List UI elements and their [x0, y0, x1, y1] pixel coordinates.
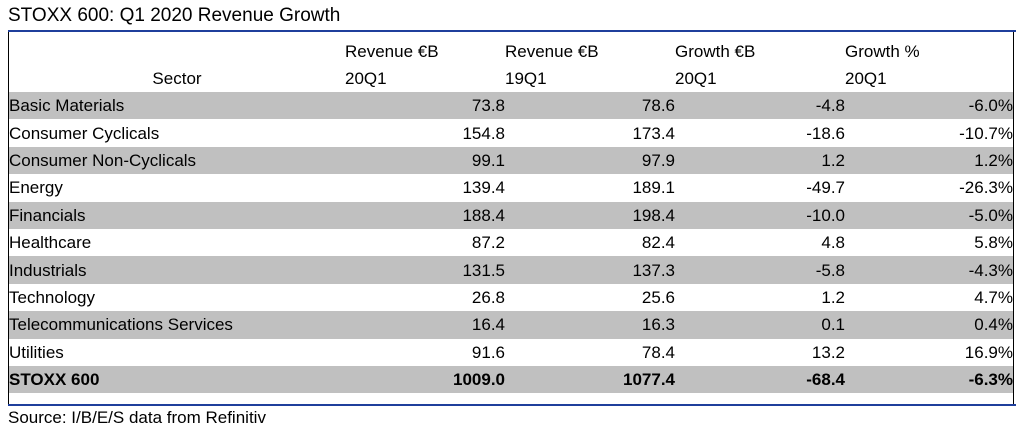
header-sector-line1	[9, 38, 345, 65]
header-growth-eur-period: 20Q1	[675, 69, 717, 88]
cell-revenue-20q1: 16.4	[345, 311, 505, 339]
cell-revenue-20q1: 139.4	[462, 178, 505, 198]
cell-growth-eur: -68.4	[675, 365, 845, 394]
cell-revenue-20q1: 1009.0	[345, 365, 505, 394]
cell-revenue-19q1: 198.4	[505, 201, 675, 229]
cell-growth-eur: 1.2	[675, 146, 845, 175]
table-row: Industrials 131.5 137.3 -5.8 -4.3%	[9, 256, 1013, 284]
cell-sector: Consumer Non-Cyclicals	[9, 146, 345, 175]
cell-revenue-20q1: 99.1	[345, 146, 505, 175]
cell-growth-pct: 1.2%	[845, 146, 1013, 175]
header-revenue-20q1-period: 20Q1	[345, 69, 387, 88]
table-row: Technology 26.8 25.6 1.2 4.7%	[9, 284, 1013, 311]
cell-growth-pct: -6.0%	[845, 92, 1013, 120]
header-growth-eur-line1: Growth €B	[675, 42, 756, 61]
cell-growth-pct: 5.8%	[974, 233, 1013, 253]
header-revenue-19q1-line1: Revenue €B	[505, 42, 599, 61]
cell-growth-pct: -26.3%	[959, 178, 1013, 198]
cell-sector: Utilities	[9, 342, 64, 362]
table-row: Consumer Cyclicals 154.8 173.4 -18.6 -10.7%	[9, 119, 1013, 146]
header-revenue-19q1-period: 19Q1	[505, 69, 547, 88]
cell-sector: Consumer Cyclicals	[9, 123, 160, 143]
cell-sector: Technology	[9, 287, 96, 307]
cell-revenue-20q1: 131.5	[345, 256, 505, 284]
total-row: STOXX 600 1009.0 1077.4 -68.4 -6.3%	[9, 365, 1013, 394]
cell-growth-eur: 4.8	[821, 233, 845, 253]
cell-revenue-19q1: 16.3	[505, 311, 675, 339]
header-growth-pct-line1: Growth %	[845, 42, 920, 61]
cell-revenue-19q1: 173.4	[632, 123, 675, 143]
cell-growth-pct: -6.3%	[845, 365, 1013, 394]
top-rule	[8, 30, 1016, 32]
table-row: Telecommunications Services 16.4 16.3 0.1 0.…	[9, 311, 1013, 339]
cell-growth-pct: 4.7%	[974, 287, 1013, 307]
cell-revenue-20q1: 26.8	[471, 287, 505, 307]
cell-growth-pct: 16.9%	[964, 342, 1013, 362]
table-row: Utilities 91.6 78.4 13.2 16.9%	[9, 339, 1013, 366]
cell-growth-pct: -10.7%	[959, 123, 1013, 143]
cell-growth-eur: 0.1	[675, 311, 845, 339]
cell-growth-eur: -4.8	[675, 92, 845, 120]
cell-growth-eur: -5.8	[675, 256, 845, 284]
cell-sector: Telecommunications Services	[9, 311, 345, 339]
cell-growth-eur: 13.2	[811, 342, 845, 362]
bottom-rule	[8, 404, 1016, 406]
table-row: Financials 188.4 198.4 -10.0 -5.0%	[9, 201, 1013, 229]
header-sector: Sector	[152, 69, 202, 88]
header-revenue-20q1-line1: Revenue €B	[345, 42, 439, 61]
cell-sector: Financials	[9, 201, 345, 229]
cell-growth-eur: -10.0	[675, 201, 845, 229]
table-row: Consumer Non-Cyclicals 99.1 97.9 1.2 1.2%	[9, 146, 1013, 175]
cell-revenue-19q1: 189.1	[632, 178, 675, 198]
cell-revenue-19q1: 82.4	[641, 233, 675, 253]
cell-growth-eur: -49.7	[806, 178, 845, 198]
cell-revenue-19q1: 78.6	[505, 92, 675, 120]
cell-revenue-20q1: 87.2	[471, 233, 505, 253]
cell-sector: Industrials	[9, 256, 345, 284]
cell-revenue-20q1: 73.8	[345, 92, 505, 120]
revenue-table: Revenue €B Revenue €B Growth €B Growth %…	[9, 38, 1013, 394]
cell-revenue-19q1: 97.9	[505, 146, 675, 175]
table-frame	[8, 32, 1014, 404]
header-growth-pct-period: 20Q1	[845, 69, 887, 88]
source-note: Source: I/B/E/S data from Refinitiv	[8, 408, 266, 427]
cell-growth-pct: -5.0%	[845, 201, 1013, 229]
table-title: STOXX 600: Q1 2020 Revenue Growth	[8, 5, 341, 26]
cell-sector: Basic Materials	[9, 92, 345, 120]
cell-sector: STOXX 600	[9, 365, 345, 394]
table-row: Healthcare 87.2 82.4 4.8 5.8%	[9, 229, 1013, 256]
cell-revenue-19q1: 137.3	[505, 256, 675, 284]
table-row: Basic Materials 73.8 78.6 -4.8 -6.0%	[9, 92, 1013, 120]
header-row-2: Sector 20Q1 19Q1 20Q1 20Q1	[9, 65, 1013, 92]
cell-revenue-20q1: 154.8	[462, 123, 505, 143]
cell-growth-pct: 0.4%	[845, 311, 1013, 339]
cell-revenue-20q1: 91.6	[471, 342, 505, 362]
cell-growth-eur: 1.2	[821, 287, 845, 307]
cell-growth-eur: -18.6	[806, 123, 845, 143]
cell-revenue-19q1: 1077.4	[505, 365, 675, 394]
cell-revenue-20q1: 188.4	[345, 201, 505, 229]
cell-revenue-19q1: 25.6	[641, 287, 675, 307]
table-row: Energy 139.4 189.1 -49.7 -26.3%	[9, 174, 1013, 201]
cell-sector: Energy	[9, 178, 63, 198]
cell-sector: Healthcare	[9, 233, 92, 253]
table-body: Basic Materials 73.8 78.6 -4.8 -6.0% Consumer…	[9, 92, 1013, 394]
cell-revenue-19q1: 78.4	[641, 342, 675, 362]
header-row-1: Revenue €B Revenue €B Growth €B Growth %	[9, 38, 1013, 65]
cell-growth-pct: -4.3%	[845, 256, 1013, 284]
